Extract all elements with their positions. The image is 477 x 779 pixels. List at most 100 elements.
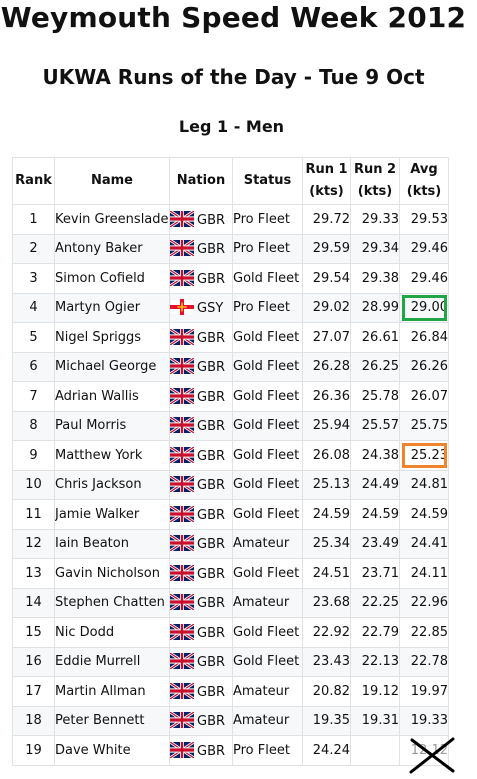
header-avg-unit: (kts): [406, 184, 442, 199]
nation-code: GBR: [197, 537, 226, 553]
run2-cell: 24.59: [350, 499, 400, 530]
name-cell: Paul Morris: [54, 410, 170, 441]
union-jack-flag-icon: [170, 417, 194, 434]
nation-code: GBR: [197, 684, 226, 700]
header-name: Name: [54, 157, 170, 205]
name-cell: Antony Baker: [54, 233, 170, 264]
run2-cell: 23.49: [350, 528, 400, 559]
nation-cell: GBR: [169, 410, 233, 441]
table-row: 16 Eddie Murrell GBR Gold Fleet 23.43 22…: [12, 646, 449, 677]
table-row: 19 Dave White GBR Pro Fleet 24.24 12.12: [12, 735, 449, 766]
run1-cell: 20.82: [302, 676, 351, 707]
name-cell: Matthew York: [54, 440, 170, 471]
run2-cell: 19.31: [350, 705, 400, 736]
rank-cell: 13: [12, 558, 55, 589]
run1-cell: 19.35: [302, 705, 351, 736]
union-jack-flag-icon: [170, 358, 194, 375]
rank-cell: 4: [12, 292, 55, 323]
name-cell: Gavin Nicholson: [54, 558, 170, 589]
nation-cell: GBR: [169, 381, 233, 412]
name-cell: Dave White: [54, 735, 170, 766]
run1-cell: 24.24: [302, 735, 351, 766]
section-heading: Leg 1 - Men: [178, 117, 285, 136]
nation-code: GBR: [197, 360, 226, 376]
rank-cell: 16: [12, 646, 55, 677]
run1-cell: 25.13: [302, 469, 351, 500]
nation-code: GBR: [197, 743, 226, 759]
run2-cell: 25.78: [350, 381, 400, 412]
rank-cell: 1: [12, 204, 55, 235]
header-run1: Run 1 (kts): [302, 157, 351, 205]
run2-cell: 24.38: [350, 440, 400, 471]
table-row: 3 Simon Cofield GBR Gold Fleet 29.54 29.…: [12, 263, 449, 294]
avg-cell: 22.78: [399, 646, 449, 677]
results-table: Rank Name Nation Status Run 1 (kts) Run 2…: [12, 157, 449, 766]
status-cell: Gold Fleet: [232, 499, 303, 530]
avg-cell: 29.46: [399, 233, 449, 264]
name-cell: Simon Cofield: [54, 263, 170, 294]
status-cell: Pro Fleet: [232, 292, 303, 323]
nation-code: GBR: [197, 271, 226, 287]
run1-cell: 26.36: [302, 381, 351, 412]
run2-cell: 28.99: [350, 292, 400, 323]
run1-cell: 25.34: [302, 528, 351, 559]
union-jack-flag-icon: [170, 269, 194, 286]
header-run2: Run 2 (kts): [350, 157, 400, 205]
nation-code: GBR: [197, 625, 226, 641]
union-jack-flag-icon: [170, 623, 194, 640]
status-cell: Gold Fleet: [232, 646, 303, 677]
table-row: 7 Adrian Wallis GBR Gold Fleet 26.36 25.…: [12, 381, 449, 412]
nation-cell: GBR: [169, 263, 233, 294]
table-row: 10 Chris Jackson GBR Gold Fleet 25.13 24…: [12, 469, 449, 500]
run1-cell: 29.54: [302, 263, 351, 294]
table-row: 8 Paul Morris GBR Gold Fleet 25.94 25.57…: [12, 410, 449, 441]
avg-cell: 26.07: [399, 381, 449, 412]
nation-cell: GBR: [169, 204, 233, 235]
status-cell: Amateur: [232, 705, 303, 736]
union-jack-flag-icon: [170, 535, 194, 552]
run1-cell: 25.94: [302, 410, 351, 441]
run1-cell: 26.28: [302, 351, 351, 382]
nation-code: GBR: [197, 448, 226, 464]
avg-cell: 29.53: [399, 204, 449, 235]
rank-cell: 10: [12, 469, 55, 500]
nation-cell: GBR: [169, 676, 233, 707]
name-cell: Peter Bennett: [54, 705, 170, 736]
nation-code: GBR: [197, 507, 226, 523]
nation-code: GBR: [197, 596, 226, 612]
name-cell: Martin Allman: [54, 676, 170, 707]
rank-cell: 18: [12, 705, 55, 736]
nation-cell: GBR: [169, 587, 233, 618]
header-nation: Nation: [169, 157, 233, 205]
table-row: 12 Iain Beaton GBR Amateur 25.34 23.49 2…: [12, 528, 449, 559]
nation-cell: GBR: [169, 705, 233, 736]
status-cell: Gold Fleet: [232, 617, 303, 648]
avg-cell: 24.11: [399, 558, 449, 589]
run2-cell: 26.25: [350, 351, 400, 382]
nation-code: GBR: [197, 330, 226, 346]
run1-cell: 23.68: [302, 587, 351, 618]
nation-code: GBR: [197, 212, 226, 228]
table-row: 18 Peter Bennett GBR Amateur 19.35 19.31…: [12, 705, 449, 736]
header-run2-unit: (kts): [357, 184, 393, 199]
run1-cell: 29.72: [302, 204, 351, 235]
avg-cell: 22.96: [399, 587, 449, 618]
nation-cell: GBR: [169, 233, 233, 264]
union-jack-flag-icon: [170, 505, 194, 522]
run2-cell: 22.13: [350, 646, 400, 677]
table-row: 9 Matthew York GBR Gold Fleet 26.08 24.3…: [12, 440, 449, 471]
union-jack-flag-icon: [170, 387, 194, 404]
nation-code: GSY: [197, 301, 224, 317]
name-cell: Kevin Greenslade: [54, 204, 170, 235]
avg-cell: 26.84: [399, 322, 449, 353]
header-run1-label: Run 1: [305, 162, 348, 177]
rank-cell: 15: [12, 617, 55, 648]
status-cell: Amateur: [232, 587, 303, 618]
table-header-row: Rank Name Nation Status Run 1 (kts) Run 2…: [12, 157, 449, 205]
name-cell: Jamie Walker: [54, 499, 170, 530]
nation-cell: GSY: [169, 292, 233, 323]
name-cell: Stephen Chatten: [54, 587, 170, 618]
status-cell: Pro Fleet: [232, 735, 303, 766]
table-row: 17 Martin Allman GBR Amateur 20.82 19.12…: [12, 676, 449, 707]
nation-cell: GBR: [169, 440, 233, 471]
